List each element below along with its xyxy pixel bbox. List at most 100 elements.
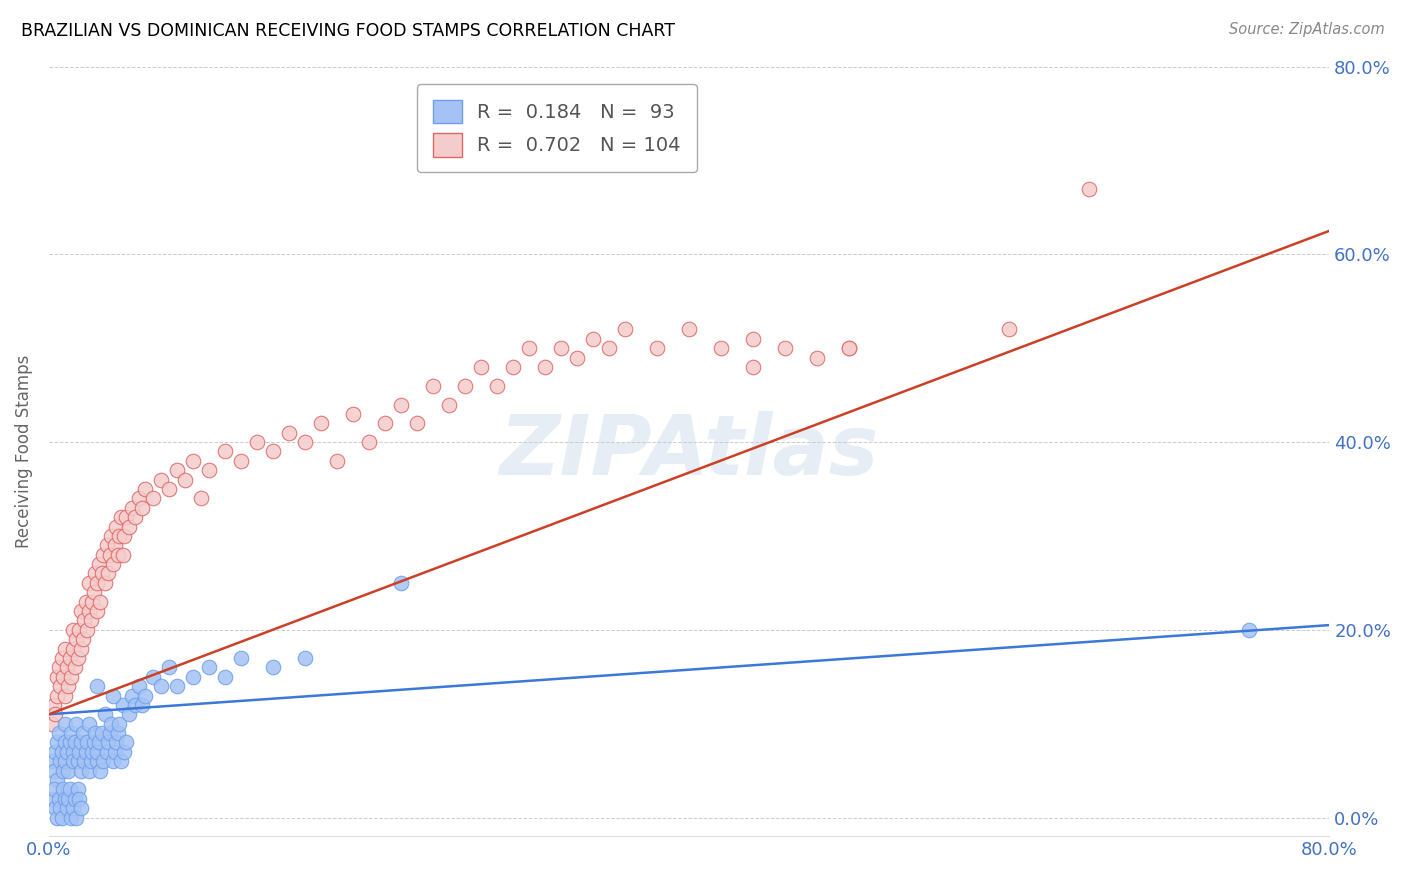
Point — [79, 754, 101, 768]
Point — [82, 594, 104, 608]
Point — [63, 791, 86, 805]
Point — [41, 791, 63, 805]
Point — [406, 417, 429, 431]
Point — [56, 764, 79, 778]
Point — [190, 491, 212, 506]
Point — [76, 735, 98, 749]
Point — [806, 351, 828, 365]
Point — [42, 782, 65, 797]
Point — [134, 689, 156, 703]
Point — [294, 651, 316, 665]
Point — [56, 679, 79, 693]
Point — [96, 745, 118, 759]
Point — [111, 698, 134, 712]
Point — [422, 378, 444, 392]
Point — [142, 491, 165, 506]
Point — [65, 632, 87, 647]
Point — [131, 698, 153, 712]
Point — [454, 378, 477, 392]
Point — [70, 735, 93, 749]
Point — [67, 791, 90, 805]
Text: BRAZILIAN VS DOMINICAN RECEIVING FOOD STAMPS CORRELATION CHART: BRAZILIAN VS DOMINICAN RECEIVING FOOD ST… — [21, 22, 675, 40]
Point — [75, 594, 97, 608]
Point — [742, 359, 765, 374]
Point — [124, 510, 146, 524]
Point — [124, 698, 146, 712]
Point — [46, 670, 69, 684]
Point — [614, 322, 637, 336]
Point — [48, 726, 70, 740]
Point — [181, 454, 204, 468]
Point — [53, 791, 76, 805]
Point — [150, 473, 173, 487]
Point — [67, 623, 90, 637]
Point — [49, 679, 72, 693]
Point — [89, 594, 111, 608]
Point — [229, 454, 252, 468]
Point — [157, 660, 180, 674]
Point — [838, 341, 860, 355]
Point — [52, 764, 75, 778]
Text: Source: ZipAtlas.com: Source: ZipAtlas.com — [1229, 22, 1385, 37]
Point — [121, 689, 143, 703]
Point — [51, 745, 73, 759]
Point — [55, 745, 77, 759]
Point — [214, 444, 236, 458]
Point — [90, 726, 112, 740]
Point — [42, 698, 65, 712]
Point — [62, 801, 84, 815]
Point — [838, 341, 860, 355]
Point — [48, 660, 70, 674]
Point — [214, 670, 236, 684]
Point — [128, 679, 150, 693]
Point — [46, 772, 69, 787]
Point — [114, 735, 136, 749]
Point — [46, 689, 69, 703]
Point — [59, 735, 82, 749]
Point — [51, 651, 73, 665]
Point — [107, 548, 129, 562]
Point — [342, 407, 364, 421]
Point — [101, 557, 124, 571]
Point — [198, 463, 221, 477]
Point — [60, 670, 83, 684]
Point — [96, 538, 118, 552]
Point — [142, 670, 165, 684]
Point — [41, 754, 63, 768]
Point — [83, 735, 105, 749]
Point — [94, 575, 117, 590]
Point — [108, 529, 131, 543]
Point — [389, 575, 412, 590]
Point — [134, 482, 156, 496]
Point — [44, 745, 66, 759]
Point — [76, 623, 98, 637]
Point — [105, 519, 128, 533]
Point — [44, 801, 66, 815]
Point — [49, 801, 72, 815]
Point — [486, 378, 509, 392]
Point — [49, 754, 72, 768]
Point — [118, 519, 141, 533]
Point — [77, 575, 100, 590]
Point — [374, 417, 396, 431]
Point — [72, 726, 94, 740]
Point — [59, 782, 82, 797]
Point — [598, 341, 620, 355]
Point — [75, 745, 97, 759]
Point — [1239, 623, 1261, 637]
Point — [107, 726, 129, 740]
Point — [294, 435, 316, 450]
Point — [112, 745, 135, 759]
Text: ZIPAtlas: ZIPAtlas — [499, 411, 879, 492]
Point — [42, 764, 65, 778]
Point — [121, 500, 143, 515]
Point — [48, 791, 70, 805]
Point — [87, 557, 110, 571]
Point — [105, 735, 128, 749]
Point — [93, 548, 115, 562]
Point — [742, 332, 765, 346]
Point — [110, 754, 132, 768]
Point — [103, 538, 125, 552]
Point — [157, 482, 180, 496]
Point — [582, 332, 605, 346]
